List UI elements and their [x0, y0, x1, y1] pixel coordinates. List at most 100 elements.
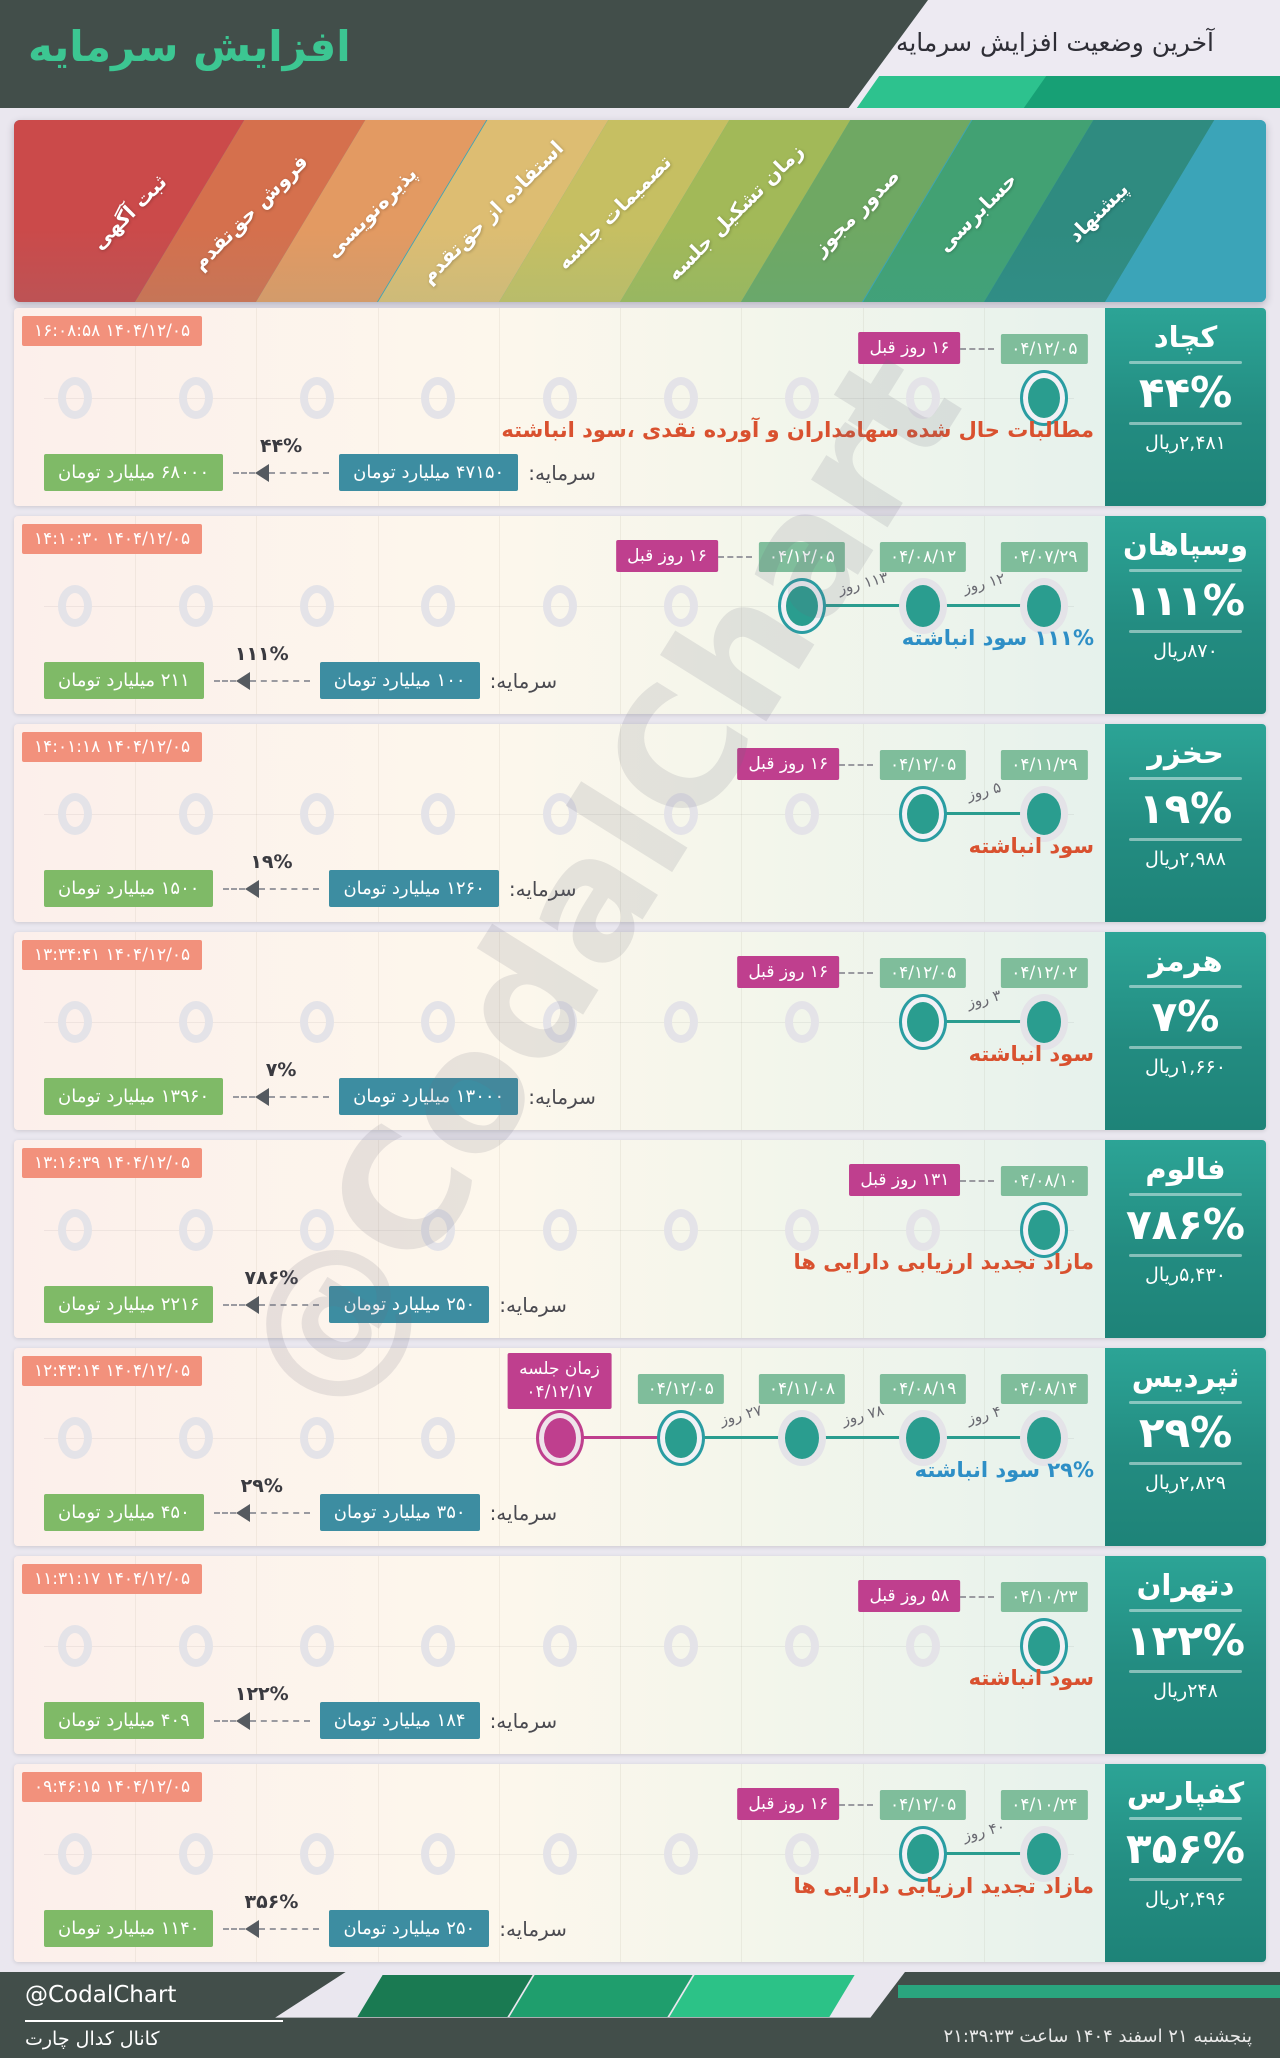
panel-divider [1129, 838, 1242, 842]
capital-label: سرمایه: [499, 1916, 567, 1941]
arrow-head-icon [245, 1919, 260, 1938]
days-ago-dash-line [839, 1804, 874, 1806]
company-increase-pct: ۳۵۶% [1126, 1824, 1245, 1873]
placeholder-dot [784, 1001, 819, 1043]
company-price: ۲۴۸ریال [1153, 1680, 1218, 1703]
arrow-head-icon [245, 879, 260, 898]
placeholder-dot [542, 1001, 577, 1043]
date-badge: ۰۴/۱۲/۰۲ [1001, 958, 1088, 988]
column-separator [620, 1764, 622, 1962]
capital-label: سرمایه: [499, 1292, 567, 1317]
company-panel: حخزر ۱۹% ۲,۹۸۸ریال [1105, 724, 1266, 922]
placeholder-dot [57, 585, 92, 627]
placeholder-dot [421, 585, 456, 627]
placeholder-dot [784, 1833, 819, 1875]
header-green-shape-light [856, 76, 1050, 108]
capital-increase-pct: ۷۸۶% [244, 1266, 299, 1289]
placeholder-dot [421, 1625, 456, 1667]
date-badge: ۰۴/۱۱/۰۸ [758, 1374, 846, 1404]
placeholder-dot [663, 377, 698, 419]
footer-underline [25, 2020, 283, 2022]
column-separator [256, 308, 258, 506]
column-separator [620, 724, 622, 922]
placeholder-dot [906, 377, 941, 419]
date-badge: ۰۴/۱۲/۰۵ [880, 750, 967, 780]
column-separator [983, 1140, 985, 1338]
placeholder-dot [300, 793, 335, 835]
arrow-dash-right [259, 1303, 320, 1306]
capital-arrow: ۲۹% [213, 1475, 310, 1523]
timeline-segment [923, 1020, 1045, 1023]
capital-label: سرمایه: [489, 1500, 558, 1525]
timeline-dot [906, 1417, 941, 1459]
timeline-segment [923, 1852, 1045, 1855]
capital-new-badge: ۶۸۰۰۰ میلیارد تومان [44, 454, 224, 491]
company-name: کفپارس [1126, 1776, 1245, 1810]
placeholder-dot [57, 1209, 92, 1251]
capital-old-badge: ۱۸۴ میلیارد تومان [319, 1702, 480, 1739]
company-panel: فالوم ۷۸۶% ۵,۴۳۰ریال [1105, 1140, 1266, 1338]
capital-increase-pct: ۴۴% [259, 434, 303, 457]
company-panel: کفپارس ۳۵۶% ۲,۴۹۶ریال [1105, 1764, 1266, 1962]
placeholder-dot [663, 1625, 698, 1667]
row-timestamp-badge: ۱۴۰۴/۱۲/۰۵ ۱۴:۱۰:۳۰ [22, 524, 203, 554]
top-header: افزایش سرمایه آخرین وضعیت افزایش سرمایه [0, 0, 1280, 108]
row-note: ۲۹% سود انباشته [914, 1458, 1094, 1482]
column-separator [256, 724, 258, 922]
date-badge: ۰۴/۰۸/۱۹ [880, 1374, 967, 1404]
row-timestamp-badge: ۱۴۰۴/۱۲/۰۵ ۱۶:۰۸:۵۸ [22, 316, 203, 346]
column-separator [135, 1556, 137, 1754]
timeline-dot [659, 1413, 702, 1463]
placeholder-dot [300, 377, 335, 419]
placeholder-dot [178, 585, 213, 627]
timeline-segment [801, 1436, 924, 1439]
date-badge: ۰۴/۰۸/۱۰ [1001, 1166, 1088, 1196]
days-ago-dash-line [717, 556, 752, 558]
gap-days-label: ۳ روز [964, 986, 1003, 1012]
arrow-head-icon [255, 463, 270, 482]
placeholder-dot [421, 1417, 456, 1459]
placeholder-dot [906, 1625, 941, 1667]
footer-datetime: پنجشنبه ۲۱ اسفند ۱۴۰۴ ساعت ۲۱:۳۹:۳۳ [943, 2026, 1252, 2047]
column-separator [256, 1140, 258, 1338]
capital-increase-pct: ۱۲۲% [234, 1682, 289, 1705]
company-panel: دتهران ۱۲۲% ۲۴۸ریال [1105, 1556, 1266, 1754]
column-separator [741, 1348, 743, 1546]
date-badge: ۰۴/۰۸/۱۴ [1001, 1374, 1088, 1404]
placeholder-dot [421, 1001, 456, 1043]
capital-new-badge: ۱۱۴۰ میلیارد تومان [44, 1910, 214, 1947]
company-increase-pct: ۲۹% [1138, 1408, 1233, 1457]
column-separator [135, 308, 137, 506]
column-separator [862, 932, 864, 1130]
days-ago-dash-line [839, 764, 874, 766]
company-row: ۱۴۰۴/۱۲/۰۵ ۱۶:۰۸:۵۸ مطالبات حال شده سهام… [14, 308, 1266, 506]
capital-label: سرمایه: [489, 1708, 558, 1733]
column-separator [256, 1764, 258, 1962]
footer: @CodalChart کانال کدال چارت پنجشنبه ۲۱ ا… [0, 1972, 1280, 2058]
column-separator [620, 1140, 622, 1338]
capital-increase-pct: ۳۵۶% [244, 1890, 299, 1913]
column-separator [377, 308, 379, 506]
placeholder-dot [300, 1417, 335, 1459]
timeline-dot [538, 1413, 581, 1463]
placeholder-dot [542, 585, 577, 627]
company-row: ۱۴۰۴/۱۲/۰۵ ۱۳:۱۶:۳۹ مازاد تجدید ارزیابی … [14, 1140, 1266, 1338]
company-increase-pct: ۷۸۶% [1126, 1200, 1245, 1249]
column-separator [741, 516, 743, 714]
header-dark-shape [0, 0, 928, 108]
days-ago-badge: ۱۶ روز قبل [858, 332, 961, 364]
column-separator [862, 1556, 864, 1754]
days-ago-badge: ۱۶ روز قبل [616, 540, 718, 572]
capital-arrow: ۱۱۱% [213, 643, 310, 691]
footer-green-shape-dark [357, 1975, 533, 2017]
capital-group: ۴۰۹ میلیارد تومان ۱۲۲% ۱۸۴ میلیارد تومان… [44, 1683, 558, 1739]
capital-label: سرمایه: [528, 1084, 596, 1109]
company-row: ۱۴۰۴/۱۲/۰۵ ۱۱:۳۱:۱۷ سود انباشته ۴۰۹ میلی… [14, 1556, 1266, 1754]
row-note: سود انباشته [968, 834, 1094, 858]
days-ago-badge: ۵۸ روز قبل [858, 1580, 961, 1612]
column-separator [498, 932, 500, 1130]
placeholder-dot [57, 1833, 92, 1875]
company-name: هرمز [1148, 944, 1223, 978]
panel-divider [1129, 630, 1242, 634]
arrow-dash-right [249, 679, 310, 682]
